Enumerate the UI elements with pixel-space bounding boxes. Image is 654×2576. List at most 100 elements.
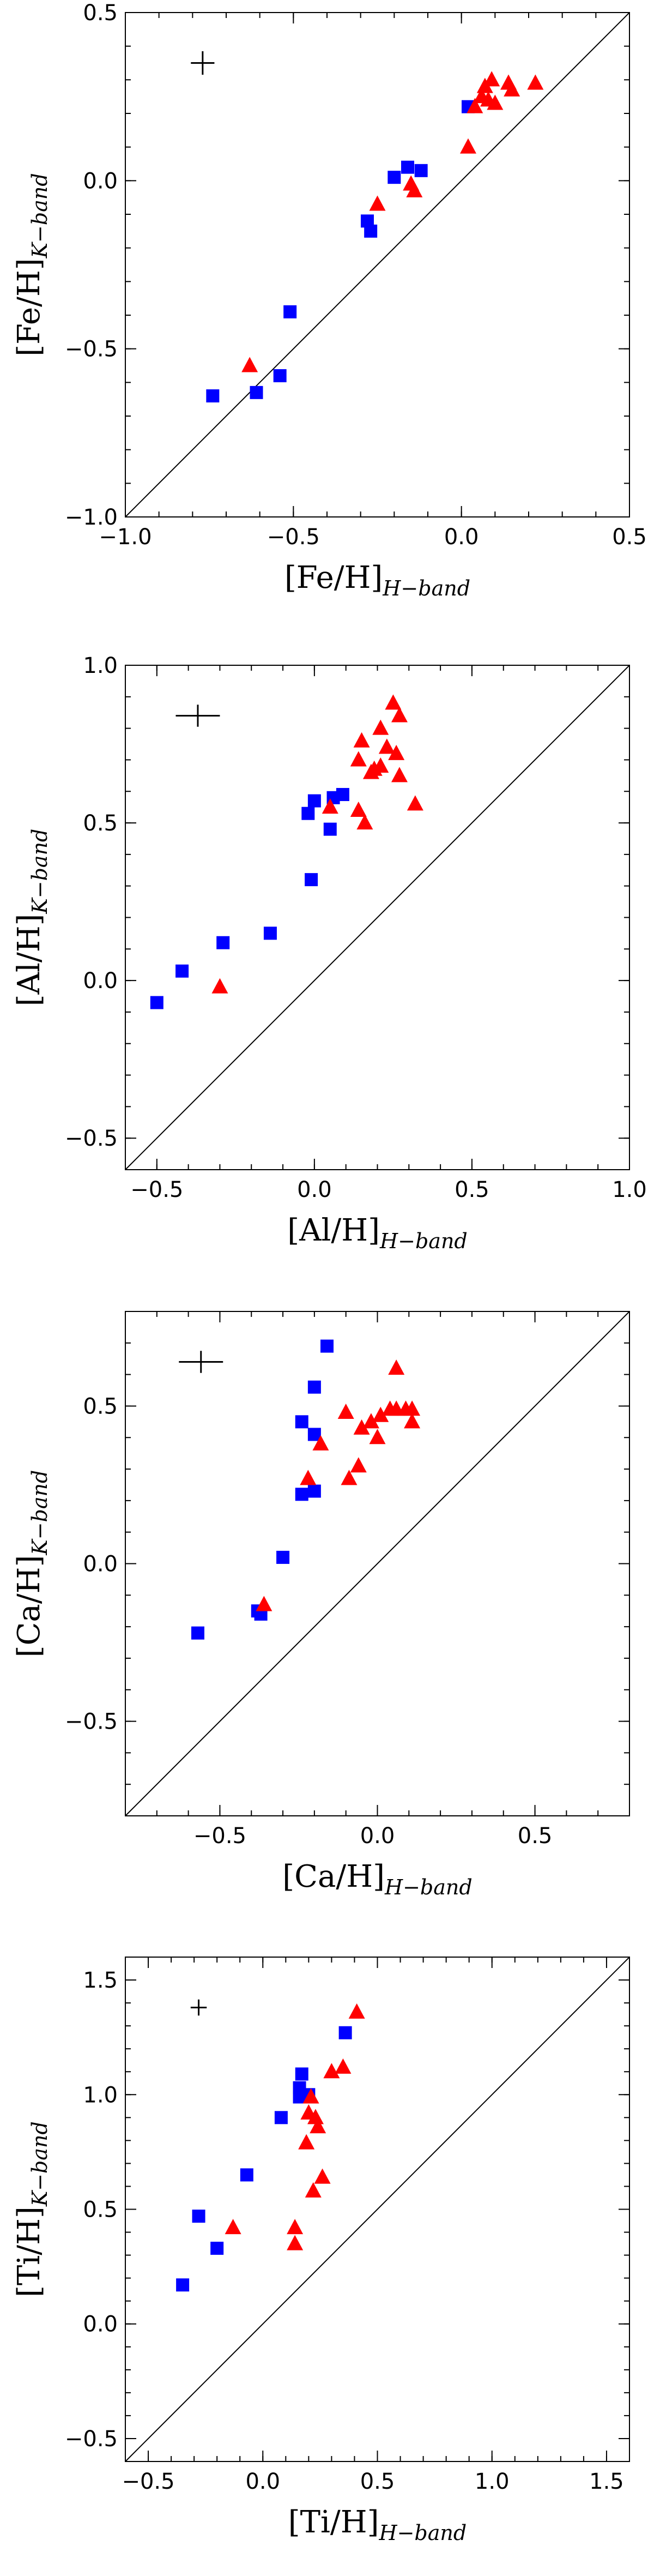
data-point-square: [216, 936, 230, 949]
x-tick-label: 0.0: [297, 1177, 332, 1202]
y-tick-label: 0.5: [83, 1, 118, 26]
data-point-triangle: [298, 2134, 315, 2150]
data-point-triangle: [225, 2219, 241, 2235]
data-point-triangle: [335, 2058, 352, 2074]
data-point-square: [336, 788, 349, 802]
data-point-triangle: [300, 1470, 317, 1485]
panel-fe-h: −1.0 −0.5 0.0 0.5 −1.0 −0.5 0.0 0.5 [Fe/H]H−band…: [11, 1, 647, 600]
panel-ti-h: −0.5 0.0 0.5 1.0 1.5 −0.5 0.0 0.5 1.0 1.5 [Ti/H]H−…: [11, 1957, 630, 2545]
data-point-square: [307, 794, 321, 808]
data-point-square: [307, 1484, 321, 1498]
y-tick-label: −0.5: [65, 2427, 118, 2452]
data-point-triangle: [305, 2182, 322, 2198]
y-tick-label: −0.5: [65, 337, 118, 362]
x-axis-label: [Al/H]H−band: [287, 1213, 468, 1253]
data-point-square: [323, 822, 337, 836]
data-point-square: [295, 1488, 308, 1501]
axes-frame: [125, 1311, 630, 1816]
data-point-square: [276, 1550, 290, 1564]
x-tick-label: 0.0: [245, 2469, 280, 2494]
data-point-triangle: [487, 94, 504, 110]
panel-ca-h: −0.5 0.0 0.5 −0.5 0.0 0.5 [Ca/H]H−band [Ca/H]K−…: [11, 1311, 630, 1899]
data-point-triangle: [406, 182, 423, 197]
data-point-triangle: [322, 798, 338, 814]
data-point-square: [150, 996, 164, 1009]
axes-frame: [125, 665, 630, 1170]
x-axis-label: [Fe/H]H−band: [284, 560, 470, 600]
data-point-triangle: [391, 707, 408, 723]
data-point-triangle: [483, 71, 500, 87]
data-point-triangle: [353, 732, 370, 748]
y-tick-label: 0.5: [83, 811, 118, 836]
data-point-triangle: [388, 744, 405, 760]
data-point-triangle: [362, 1413, 379, 1429]
data-point-triangle: [378, 738, 395, 754]
identity-line: [125, 1957, 630, 2462]
data-point-square: [295, 2067, 308, 2081]
data-point-triangle: [350, 751, 367, 767]
x-axis-label: [Ca/H]H−band: [282, 1859, 472, 1899]
data-point-square: [387, 171, 401, 184]
y-tick-label: −1.0: [65, 505, 118, 530]
x-tick-label: −0.5: [122, 2469, 174, 2494]
y-tick-label: 0.0: [83, 2312, 118, 2337]
data-point-triangle: [372, 757, 389, 773]
y-tick-label: −0.5: [65, 1126, 118, 1151]
data-point-square: [320, 1339, 334, 1353]
data-point-triangle: [404, 1413, 421, 1429]
x-tick-label: 0.5: [612, 525, 647, 550]
data-point-triangle: [369, 195, 386, 211]
x-tick-label: −1.0: [99, 525, 152, 550]
y-axis-label: [Ca/H]K−band: [11, 1470, 52, 1658]
y-axis-label: [Al/H]K−band: [11, 829, 52, 1007]
data-point-triangle: [241, 357, 258, 372]
axes-frame: [125, 1957, 630, 2462]
x-tick-label: 0.5: [518, 1823, 553, 1849]
data-point-triangle: [467, 98, 483, 113]
data-point-square: [175, 964, 189, 978]
data-point-square: [206, 389, 220, 402]
data-point-triangle: [348, 2003, 365, 2019]
axes-frame: [125, 12, 630, 517]
data-point-triangle: [385, 694, 402, 710]
identity-line: [125, 665, 630, 1170]
panel-al-h: −0.5 0.0 0.5 1.0 −0.5 0.0 0.5 1.0 [Al/H]H−band [A…: [11, 653, 647, 1253]
y-tick-label: 0.5: [83, 2198, 118, 2223]
data-point-triangle: [350, 1457, 367, 1473]
data-point-square: [240, 2168, 253, 2182]
data-point-triangle: [388, 1359, 405, 1375]
data-point-square: [401, 160, 414, 174]
x-tick-label: 1.0: [475, 2469, 510, 2494]
data-point-square: [192, 2210, 205, 2223]
data-point-triangle: [372, 719, 389, 735]
y-axis-label: [Fe/H]K−band: [11, 173, 52, 356]
identity-line: [125, 1311, 630, 1816]
data-point-triangle: [337, 1404, 354, 1419]
y-tick-label: 1.0: [83, 653, 118, 678]
data-point-triangle: [256, 1596, 272, 1611]
x-tick-label: 0.5: [360, 2469, 395, 2494]
data-point-triangle: [353, 1419, 370, 1435]
data-point-triangle: [341, 1470, 358, 1485]
data-point-square: [338, 2026, 352, 2039]
y-tick-label: 0.0: [83, 968, 118, 994]
x-tick-label: 1.5: [589, 2469, 624, 2494]
data-point-triangle: [527, 74, 544, 90]
x-tick-label: −0.5: [267, 525, 320, 550]
y-tick-label: 1.0: [83, 2083, 118, 2108]
data-point-square: [263, 926, 277, 940]
data-point-triangle: [302, 2088, 319, 2104]
data-point-triangle: [287, 2235, 304, 2250]
data-point-triangle: [350, 801, 367, 817]
data-point-triangle: [307, 2109, 324, 2124]
y-tick-label: 0.0: [83, 1552, 118, 1577]
x-tick-label: −0.5: [130, 1177, 183, 1202]
data-point-triangle: [312, 1435, 329, 1450]
data-point-triangle: [369, 1429, 386, 1445]
y-tick-label: 1.5: [83, 1968, 118, 1993]
data-point-square: [191, 1626, 204, 1640]
y-tick-label: 0.5: [83, 1394, 118, 1419]
data-point-square: [301, 806, 315, 820]
data-point-square: [176, 2278, 190, 2292]
